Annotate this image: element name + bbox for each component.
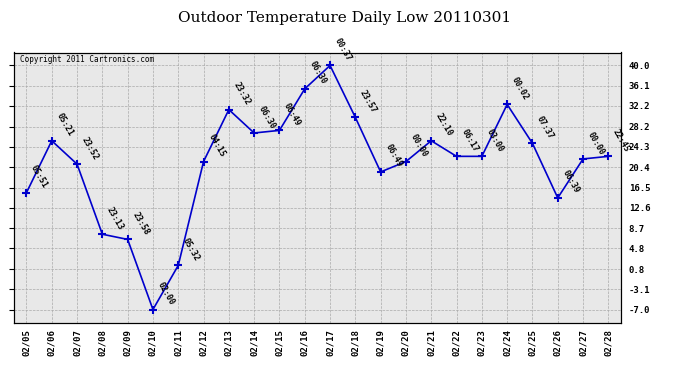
Text: 23:58: 23:58: [130, 210, 150, 237]
Text: 22:10: 22:10: [434, 112, 454, 138]
Text: 06:49: 06:49: [282, 102, 302, 128]
Text: 22:45: 22:45: [611, 128, 631, 154]
Text: 00:00: 00:00: [408, 133, 429, 159]
Text: 00:00: 00:00: [586, 130, 606, 156]
Text: 05:51: 05:51: [29, 164, 50, 190]
Text: 04:15: 04:15: [206, 133, 226, 159]
Text: 06:30: 06:30: [308, 60, 328, 86]
Text: 06:39: 06:39: [560, 169, 581, 195]
Text: 23:57: 23:57: [358, 88, 378, 115]
Text: 05:32: 05:32: [181, 237, 201, 262]
Text: 23:52: 23:52: [80, 135, 100, 161]
Text: 23:32: 23:32: [232, 81, 252, 107]
Text: 00:37: 00:37: [333, 36, 353, 63]
Text: 06:30: 06:30: [257, 104, 277, 130]
Text: 00:02: 00:02: [510, 75, 530, 102]
Text: 07:37: 07:37: [535, 114, 555, 141]
Text: Outdoor Temperature Daily Low 20110301: Outdoor Temperature Daily Low 20110301: [179, 11, 511, 25]
Text: 03:00: 03:00: [484, 128, 505, 154]
Text: 06:49: 06:49: [384, 143, 404, 169]
Text: Copyright 2011 Cartronics.com: Copyright 2011 Cartronics.com: [20, 55, 154, 64]
Text: 23:13: 23:13: [105, 205, 126, 231]
Text: 02:00: 02:00: [156, 280, 176, 307]
Text: 05:21: 05:21: [55, 112, 75, 138]
Text: 06:17: 06:17: [460, 128, 480, 154]
